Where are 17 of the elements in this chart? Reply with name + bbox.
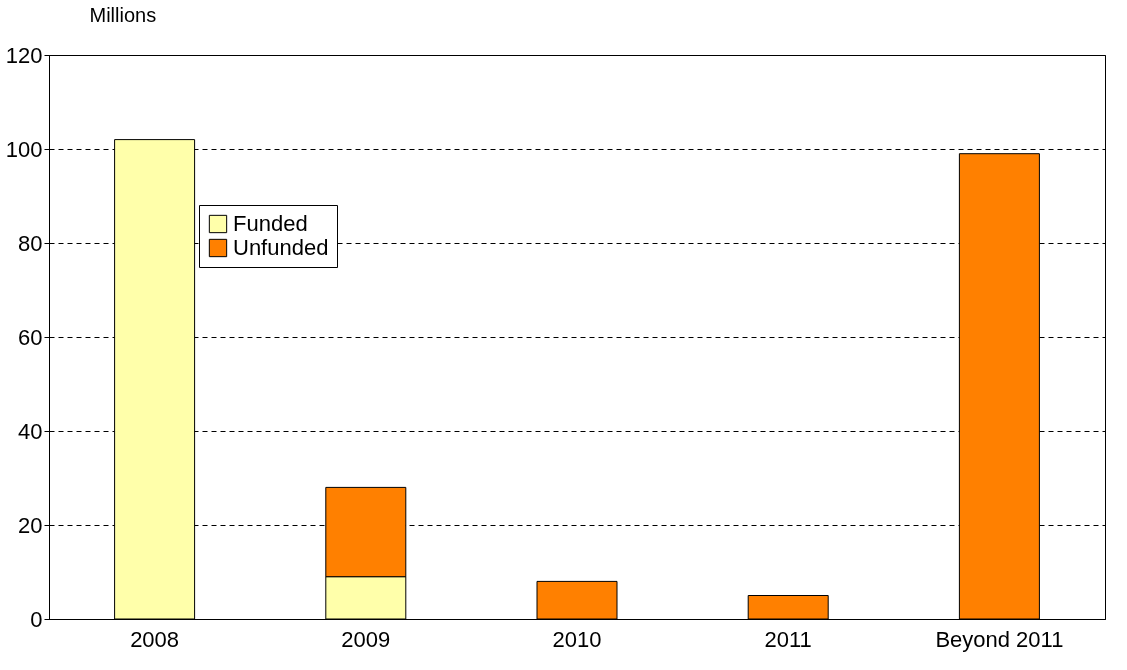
x-tick-label: 2009 [341, 626, 391, 652]
legend-label: Funded [233, 211, 308, 236]
y-tick-label: 20 [18, 512, 43, 538]
y-tick-label: 60 [18, 324, 43, 350]
y-tick-label: 100 [5, 136, 43, 162]
bar [747, 595, 829, 620]
legend-label: Unfunded [233, 235, 329, 260]
y-tick-label: 120 [5, 42, 43, 68]
x-tick-label: 2011 [764, 626, 812, 652]
y-tick-label: 80 [18, 230, 43, 256]
x-tick-label: Beyond 2011 [935, 626, 1064, 652]
x-tick-label: 2010 [552, 626, 602, 652]
y-tick-label: 40 [18, 418, 43, 444]
bar [536, 580, 618, 620]
y-axis-title: Millions [89, 3, 157, 26]
x-tick-label: 2008 [130, 626, 180, 652]
y-tick-label: 0 [30, 606, 43, 632]
